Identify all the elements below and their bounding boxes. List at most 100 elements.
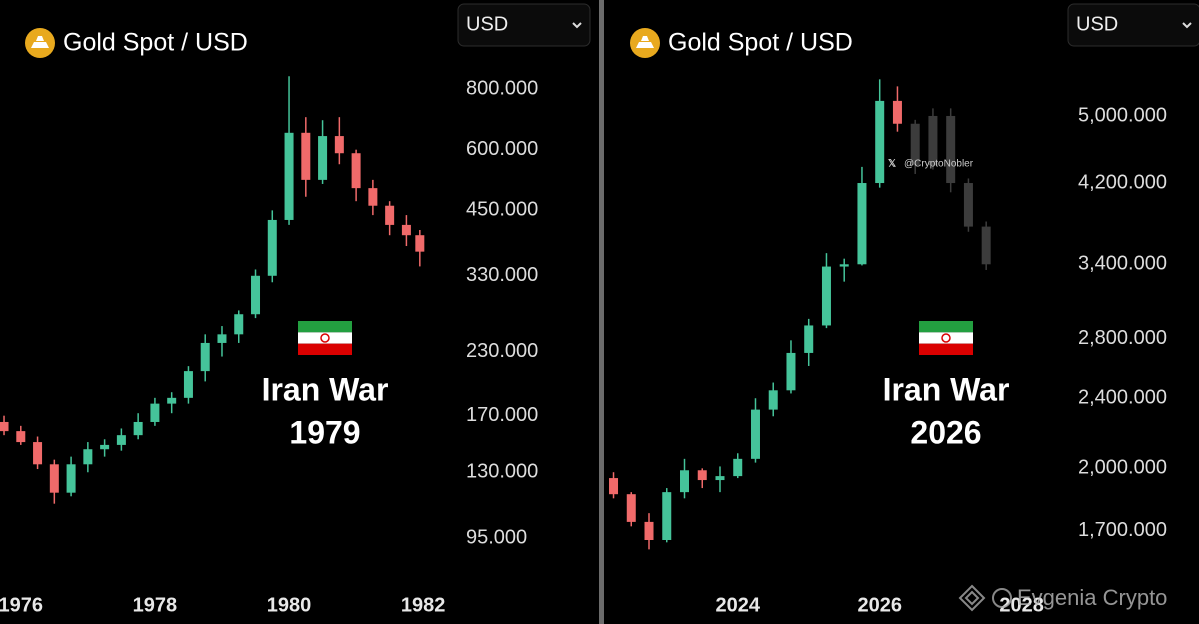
chart-title: Gold Spot / USD bbox=[63, 29, 248, 57]
candle-body bbox=[301, 132, 311, 180]
candle-body bbox=[100, 444, 110, 450]
candle-body bbox=[401, 224, 411, 236]
candle-body bbox=[892, 100, 902, 124]
candle-body bbox=[928, 115, 938, 166]
x-logo: 𝕏 bbox=[888, 159, 896, 170]
candle-body bbox=[626, 494, 636, 522]
y-tick-label: 230.000 bbox=[466, 340, 538, 362]
candle-body bbox=[116, 435, 126, 445]
candle-body bbox=[0, 421, 9, 432]
y-tick-label: 170.000 bbox=[466, 404, 538, 426]
flag-green bbox=[298, 321, 352, 333]
candle-body bbox=[251, 275, 261, 315]
logo-bars bbox=[31, 42, 49, 48]
candle-body bbox=[16, 431, 26, 443]
candle-body bbox=[217, 334, 227, 343]
candle-body bbox=[284, 132, 294, 220]
candle-body bbox=[715, 476, 725, 481]
currency-label: USD bbox=[466, 13, 508, 35]
candle-body bbox=[768, 390, 778, 410]
candle-body bbox=[167, 397, 177, 404]
candle-body bbox=[644, 521, 654, 540]
candle-body bbox=[83, 449, 93, 465]
candle-body bbox=[351, 153, 361, 189]
annotation: 1979 bbox=[289, 414, 360, 450]
flag-white bbox=[298, 332, 352, 344]
y-tick-label: 3,400.000 bbox=[1078, 253, 1167, 275]
candle-body bbox=[33, 442, 43, 465]
logo-bars bbox=[641, 36, 649, 41]
candle-body bbox=[133, 421, 143, 436]
x-tick-label: 2026 bbox=[857, 594, 902, 616]
currency-dropdown[interactable] bbox=[457, 3, 591, 47]
dropdown-chevron bbox=[572, 22, 582, 29]
candle-body bbox=[49, 464, 59, 493]
candle-body bbox=[857, 183, 867, 265]
y-tick-label: 450.000 bbox=[466, 199, 538, 221]
y-tick-label: 2,000.000 bbox=[1078, 457, 1167, 479]
candle-body bbox=[875, 100, 885, 184]
candle-body bbox=[821, 266, 831, 326]
candle-body bbox=[334, 136, 344, 154]
x-tick-label: 1978 bbox=[133, 594, 178, 616]
y-tick-label: 800.000 bbox=[466, 77, 538, 99]
candle-body bbox=[609, 478, 619, 495]
x-tick-label: 1982 bbox=[401, 594, 446, 616]
flag-white bbox=[919, 332, 973, 344]
candle-body bbox=[368, 188, 378, 206]
x-tick-label: 1980 bbox=[267, 594, 312, 616]
dropdown-chevron bbox=[1182, 22, 1192, 29]
candle-body bbox=[750, 409, 760, 459]
candle-body bbox=[697, 470, 707, 481]
logo-bars bbox=[36, 36, 44, 41]
flag-emblem bbox=[320, 333, 330, 343]
annotation: Iran War bbox=[883, 371, 1010, 407]
y-tick-label: 4,200.000 bbox=[1078, 171, 1167, 193]
divider bbox=[599, 0, 604, 624]
candle-body bbox=[415, 235, 425, 252]
candle-body bbox=[839, 264, 849, 267]
candle-body bbox=[786, 352, 796, 391]
flag-green bbox=[919, 321, 973, 333]
candle-body bbox=[680, 470, 690, 493]
candle-body bbox=[150, 403, 160, 422]
annotation: 2026 bbox=[910, 414, 981, 450]
watermark-logo bbox=[958, 584, 986, 612]
annotation: Iran War bbox=[262, 371, 389, 407]
watermark: Evgenia Crypto bbox=[1017, 585, 1167, 610]
candle-body bbox=[267, 219, 277, 276]
y-tick-label: 600.000 bbox=[466, 138, 538, 160]
candle-body bbox=[963, 183, 973, 227]
candle-body bbox=[946, 115, 956, 184]
currency-label: USD bbox=[1076, 13, 1118, 35]
y-tick-label: 5,000.000 bbox=[1078, 104, 1167, 126]
candle-body bbox=[804, 325, 814, 353]
candle-body bbox=[200, 342, 210, 372]
flag-red bbox=[919, 343, 973, 355]
candle-body bbox=[183, 371, 193, 398]
candle-body bbox=[910, 123, 920, 166]
chart-title: Gold Spot / USD bbox=[668, 29, 853, 57]
flag-red bbox=[298, 343, 352, 355]
x-tick-label: 1976 bbox=[0, 594, 43, 616]
y-tick-label: 330.000 bbox=[466, 264, 538, 286]
candle-body bbox=[733, 458, 743, 477]
candle-body bbox=[66, 464, 76, 493]
watermark: @CryptoNobler bbox=[904, 159, 974, 170]
y-tick-label: 2,800.000 bbox=[1078, 327, 1167, 349]
candle-body bbox=[385, 205, 395, 225]
candle-body bbox=[234, 314, 244, 335]
logo-bars bbox=[636, 42, 654, 48]
y-tick-label: 130.000 bbox=[466, 461, 538, 483]
y-tick-label: 2,400.000 bbox=[1078, 387, 1167, 409]
currency-dropdown[interactable] bbox=[1067, 3, 1199, 47]
candle-body bbox=[981, 226, 991, 265]
x-tick-label: 2024 bbox=[715, 594, 760, 616]
candle-body bbox=[318, 136, 328, 180]
flag-emblem bbox=[941, 333, 951, 343]
candle-body bbox=[662, 492, 672, 540]
watermark-at bbox=[992, 588, 1012, 608]
y-tick-label: 1,700.000 bbox=[1078, 519, 1167, 541]
